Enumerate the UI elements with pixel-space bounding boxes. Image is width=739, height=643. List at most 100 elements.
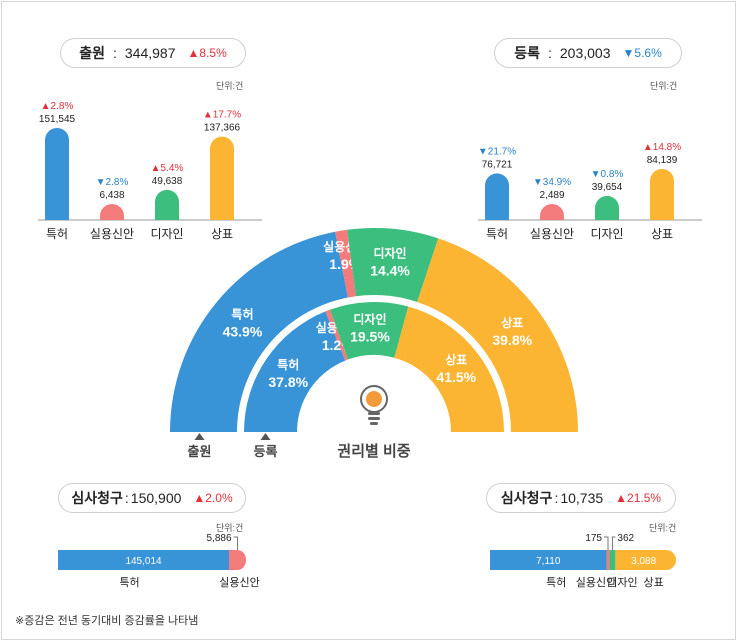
apply-category-label-3: 상표 (211, 227, 233, 241)
up-arrow-icon: ▲ (615, 491, 628, 505)
register-value-label-1: 2,489 (539, 190, 564, 201)
exam-right-unit: 단위:건 (649, 523, 677, 533)
register-bar-3 (650, 168, 674, 220)
register-change-label-0: ▼21.7% (478, 146, 516, 157)
donut-ring0-label-2: 14.4% (370, 262, 410, 278)
donut-ring0-label-3: 39.8% (492, 332, 532, 348)
apply-category-label-0: 특허 (46, 227, 68, 241)
apply-bar-1 (100, 204, 124, 220)
apply-colon: : (113, 45, 117, 61)
apply-title: 출원 (79, 45, 105, 61)
register-total-change: ▼5.6% (622, 46, 662, 60)
ring-marker-1 (260, 433, 271, 440)
exam-left-unit: 단위:건 (216, 523, 244, 533)
exam-right-segment-1 (606, 550, 610, 570)
apply-change-label-0: ▲2.8% (41, 101, 74, 112)
donut-ring0-category-0: 특허 (231, 307, 253, 322)
register-category-label-1: 실용신안 (530, 227, 574, 241)
exam-right-segment-2 (609, 550, 616, 570)
exam-right-segment-0 (490, 550, 607, 570)
exam-right-value-label-2: 362 (617, 533, 634, 544)
apply-change-label-2: ▲5.4% (151, 163, 184, 174)
donut-ring1-label-0: 37.8% (268, 374, 308, 390)
donut-ring0-label-0: 43.9% (223, 324, 263, 340)
register-value-label-3: 84,139 (647, 155, 678, 166)
exam-left-leader-1 (233, 536, 239, 550)
share-donut-chart: 특허43.9%실용신안1.9%디자인14.4%상표39.8%특허37.8%실용신… (170, 227, 578, 460)
donut-ring1-label-2: 19.5% (350, 329, 390, 345)
exam-left-total-change: ▲2.0% (193, 491, 233, 505)
donut-ring0-category-3: 상표 (501, 315, 523, 330)
exam-left-segment-0 (58, 550, 230, 570)
footnote: ※증감은 전년 동기대비 증감률을 나타냄 (15, 615, 199, 627)
exam-left-category-label-1: 실용신안 (219, 576, 259, 589)
apply-summary-pill: 출원 : 344,987 ▲8.5% (60, 38, 246, 68)
apply-value-label-3: 137,366 (204, 123, 241, 134)
exam-right-value-label-0: 7,110 (536, 556, 561, 567)
apply-value-label-2: 49,638 (152, 176, 183, 187)
register-category-label-2: 디자인 (590, 227, 623, 241)
donut-ring0-category-2: 디자인 (373, 245, 406, 260)
apply-bar-chart: 151,545 ▲2.8% 특허 6,438 ▼2.8% 실용신안 49,638 ▲5.4% 디… (38, 101, 262, 241)
exam-right-colon: : (554, 490, 559, 506)
exam-left-stacked-bar: 145,014 특허 5,886 실용신안 (58, 533, 260, 589)
apply-change-label-1: ▼2.8% (96, 177, 129, 188)
donut-ring1-label-3: 41.5% (436, 369, 476, 385)
donut-ring1-slice-2 (329, 302, 409, 360)
exam-right-category-label-1: 실용신안 (576, 576, 616, 589)
exam-right-segment-3-fill (615, 550, 626, 570)
exam-right-category-label-0: 특허 (546, 576, 566, 589)
register-category-label-0: 특허 (486, 227, 508, 241)
register-value-label-2: 39,654 (592, 182, 623, 193)
donut-ring0-slice-3 (417, 238, 578, 432)
apply-total-change: ▲8.5% (187, 46, 227, 60)
exam-right-category-label-3: 상표 (644, 576, 664, 589)
lightbulb-icon (360, 385, 388, 425)
exam-right-leader-2 (611, 536, 616, 550)
exam-left-colon: : (124, 490, 129, 506)
apply-change-label-3: ▲17.7% (203, 110, 241, 121)
apply-value-label-1: 6,438 (99, 190, 124, 201)
register-change-label-3: ▲14.8% (643, 142, 681, 153)
exam-left-value-label-0: 145,014 (125, 556, 162, 567)
donut-ring0-slice-0 (170, 231, 348, 432)
ring-name-0: 출원 (188, 444, 212, 459)
register-colon: : (548, 45, 552, 61)
donut-ring1-category-2: 디자인 (353, 312, 386, 327)
ring-name-1: 등록 (254, 444, 278, 459)
apply-value-label-0: 151,545 (39, 114, 76, 125)
ring-marker-0 (194, 433, 205, 440)
register-summary-pill: 등록 : 203,003 ▼5.6% (494, 38, 682, 68)
exam-left-total: 150,900 (130, 490, 182, 506)
donut-title: 권리별 비중 (337, 442, 410, 460)
apply-category-label-2: 디자인 (150, 227, 183, 241)
apply-total: 344,987 (124, 45, 176, 61)
donut-ring1-category-3: 상표 (445, 352, 467, 367)
register-category-label-3: 상표 (651, 227, 673, 241)
apply-unit: 단위:건 (216, 81, 244, 91)
down-arrow-icon: ▼ (622, 46, 635, 60)
exam-right-category-label-2: 디자인 (607, 576, 637, 589)
register-change-label-2: ▼0.8% (591, 169, 624, 180)
up-arrow-icon: ▲ (193, 491, 206, 505)
apply-bar-2 (155, 189, 179, 220)
apply-bar-3 (210, 136, 234, 220)
register-title: 등록 (514, 45, 540, 61)
exam-right-segment-3 (615, 550, 676, 570)
apply-category-label-1: 실용신안 (90, 227, 134, 241)
donut-ring1-slice-3 (394, 306, 504, 432)
exam-left-category-label-0: 특허 (119, 576, 139, 589)
exam-right-value-label-3: 3,088 (631, 556, 656, 567)
register-change-label-1: ▼34.9% (533, 177, 571, 188)
register-bar-1 (540, 204, 564, 220)
register-bar-chart: 76,721 ▼21.7% 특허 2,489 ▼34.9% 실용신안 39,654 ▼0.8%… (478, 142, 702, 241)
register-value-label-0: 76,721 (482, 159, 513, 170)
exam-left-segment-1-fill (229, 550, 236, 570)
up-arrow-icon: ▲ (187, 46, 200, 60)
exam-right-pill: 심사청구 : 10,735 ▲21.5% (486, 483, 676, 513)
exam-right-total-change: ▲21.5% (615, 491, 662, 505)
exam-right-stacked-bar: 7,110 특허 175 실용신안 362 디자인 3,088 상표 (490, 533, 676, 589)
donut-ring1-slice-0 (244, 311, 346, 432)
donut-ring1-slice-1 (325, 309, 348, 361)
exam-left-value-label-1: 5,886 (206, 533, 231, 544)
